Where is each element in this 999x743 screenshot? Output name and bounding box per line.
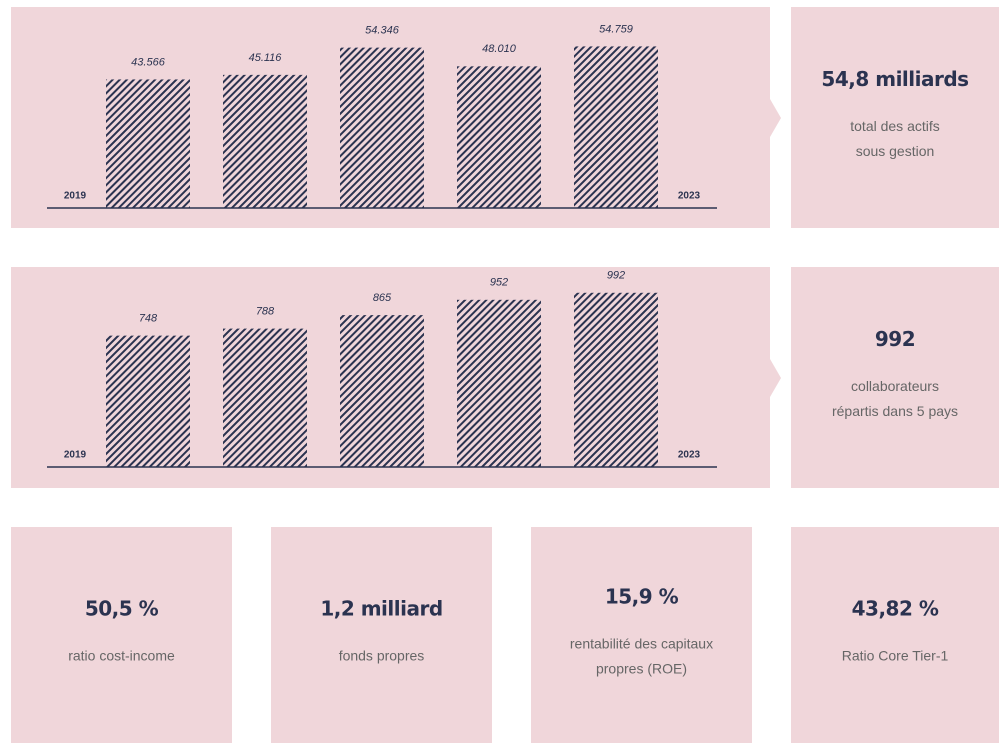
year-label: 2023 xyxy=(678,191,701,202)
kpi-value: 992 xyxy=(875,327,915,351)
kpi-label: collaborateurs xyxy=(851,378,939,394)
kpi-value: 1,2 milliard xyxy=(320,597,442,621)
bar xyxy=(340,315,424,467)
value-label: 54.759 xyxy=(599,23,633,35)
kpi-value: 43,82 % xyxy=(852,597,939,621)
kpi-label: sous gestion xyxy=(856,143,935,159)
bar xyxy=(106,335,190,467)
year-label: 2019 xyxy=(64,450,87,461)
kpi-box xyxy=(11,527,232,743)
year-label: 2019 xyxy=(64,191,87,202)
kpi-label: fonds propres xyxy=(339,648,425,664)
value-label: 992 xyxy=(607,270,625,282)
kpi-label: propres (ROE) xyxy=(596,661,687,677)
value-label: 748 xyxy=(139,313,158,325)
kpi-box xyxy=(531,527,752,743)
value-label: 54.346 xyxy=(365,25,400,37)
kpi-value: 50,5 % xyxy=(85,597,159,621)
value-label: 45.116 xyxy=(249,52,283,64)
bar xyxy=(574,46,658,209)
bar xyxy=(106,79,190,209)
kpi-label: rentabilité des capitaux xyxy=(570,636,713,652)
kpi-box xyxy=(791,7,999,228)
bar xyxy=(223,328,307,467)
bar xyxy=(574,292,658,467)
panel-arrow xyxy=(770,359,781,397)
kpi-value: 54,8 milliards xyxy=(821,67,968,91)
kpi-box xyxy=(271,527,492,743)
panel-arrow xyxy=(770,99,781,137)
bar xyxy=(457,299,541,467)
kpi-label: Ratio Core Tier-1 xyxy=(842,648,949,664)
value-label: 43.566 xyxy=(131,56,166,68)
kpi-box xyxy=(791,267,999,488)
value-label: 952 xyxy=(490,277,508,289)
kpi-label: répartis dans 5 pays xyxy=(832,403,958,419)
kpi-label: total des actifs xyxy=(850,118,940,134)
value-label: 48.010 xyxy=(482,43,517,55)
value-label: 865 xyxy=(373,292,392,304)
kpi-label: ratio cost-income xyxy=(68,648,175,664)
bar xyxy=(223,74,307,208)
kpi-box xyxy=(791,527,999,743)
value-label: 788 xyxy=(256,306,275,318)
kpi-value: 15,9 % xyxy=(605,585,679,609)
year-label: 2023 xyxy=(678,450,701,461)
bar xyxy=(457,66,541,208)
bar xyxy=(340,47,424,209)
